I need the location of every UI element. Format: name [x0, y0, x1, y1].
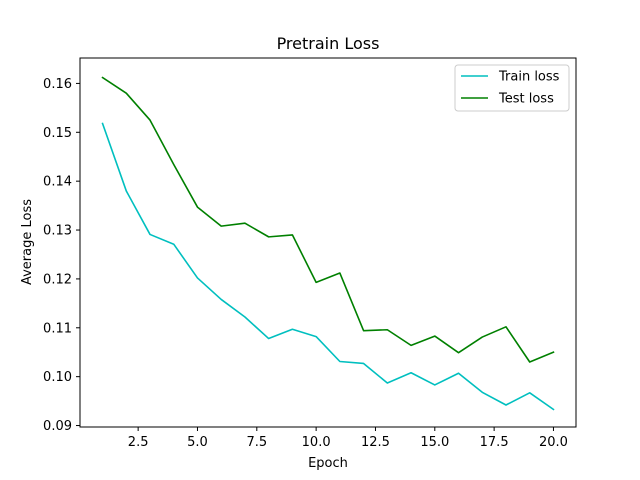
y-tick-label: 0.13 [43, 224, 72, 239]
x-tick-label: 20.0 [539, 435, 568, 450]
y-tick-label: 0.09 [43, 419, 72, 434]
y-tick-label: 0.10 [43, 370, 72, 385]
legend-label: Test loss [498, 92, 554, 107]
y-tick-label: 0.11 [43, 321, 72, 336]
x-tick-label: 2.5 [128, 435, 149, 450]
plot-area: 2.5 5.0 7.5 10.0 12.5 15.0 17.5 20.0 0.09 0.10 0.1… [43, 57, 577, 450]
x-tick-label: 17.5 [480, 435, 509, 450]
x-tick-label: 7.5 [246, 435, 267, 450]
x-axis-title: Epoch [308, 456, 348, 471]
legend: Train loss Test loss [454, 64, 570, 112]
legend-label: Train loss [498, 70, 560, 85]
y-axis-title: Average Loss [20, 199, 35, 285]
x-tick-label: 10.0 [302, 435, 331, 450]
x-tick-label: 15.0 [420, 435, 449, 450]
y-tick-label: 0.14 [43, 175, 72, 190]
chart-title: Pretrain Loss [277, 34, 380, 53]
y-tick-label: 0.15 [43, 126, 72, 141]
axes-frame [79, 57, 577, 428]
series-line-test-loss [101, 76, 555, 363]
series-line-train-loss [101, 122, 555, 411]
y-tick-label: 0.16 [43, 77, 72, 92]
x-tick-label: 12.5 [361, 435, 390, 450]
x-tick-label: 5.0 [187, 435, 208, 450]
y-tick-label: 0.12 [43, 272, 72, 287]
